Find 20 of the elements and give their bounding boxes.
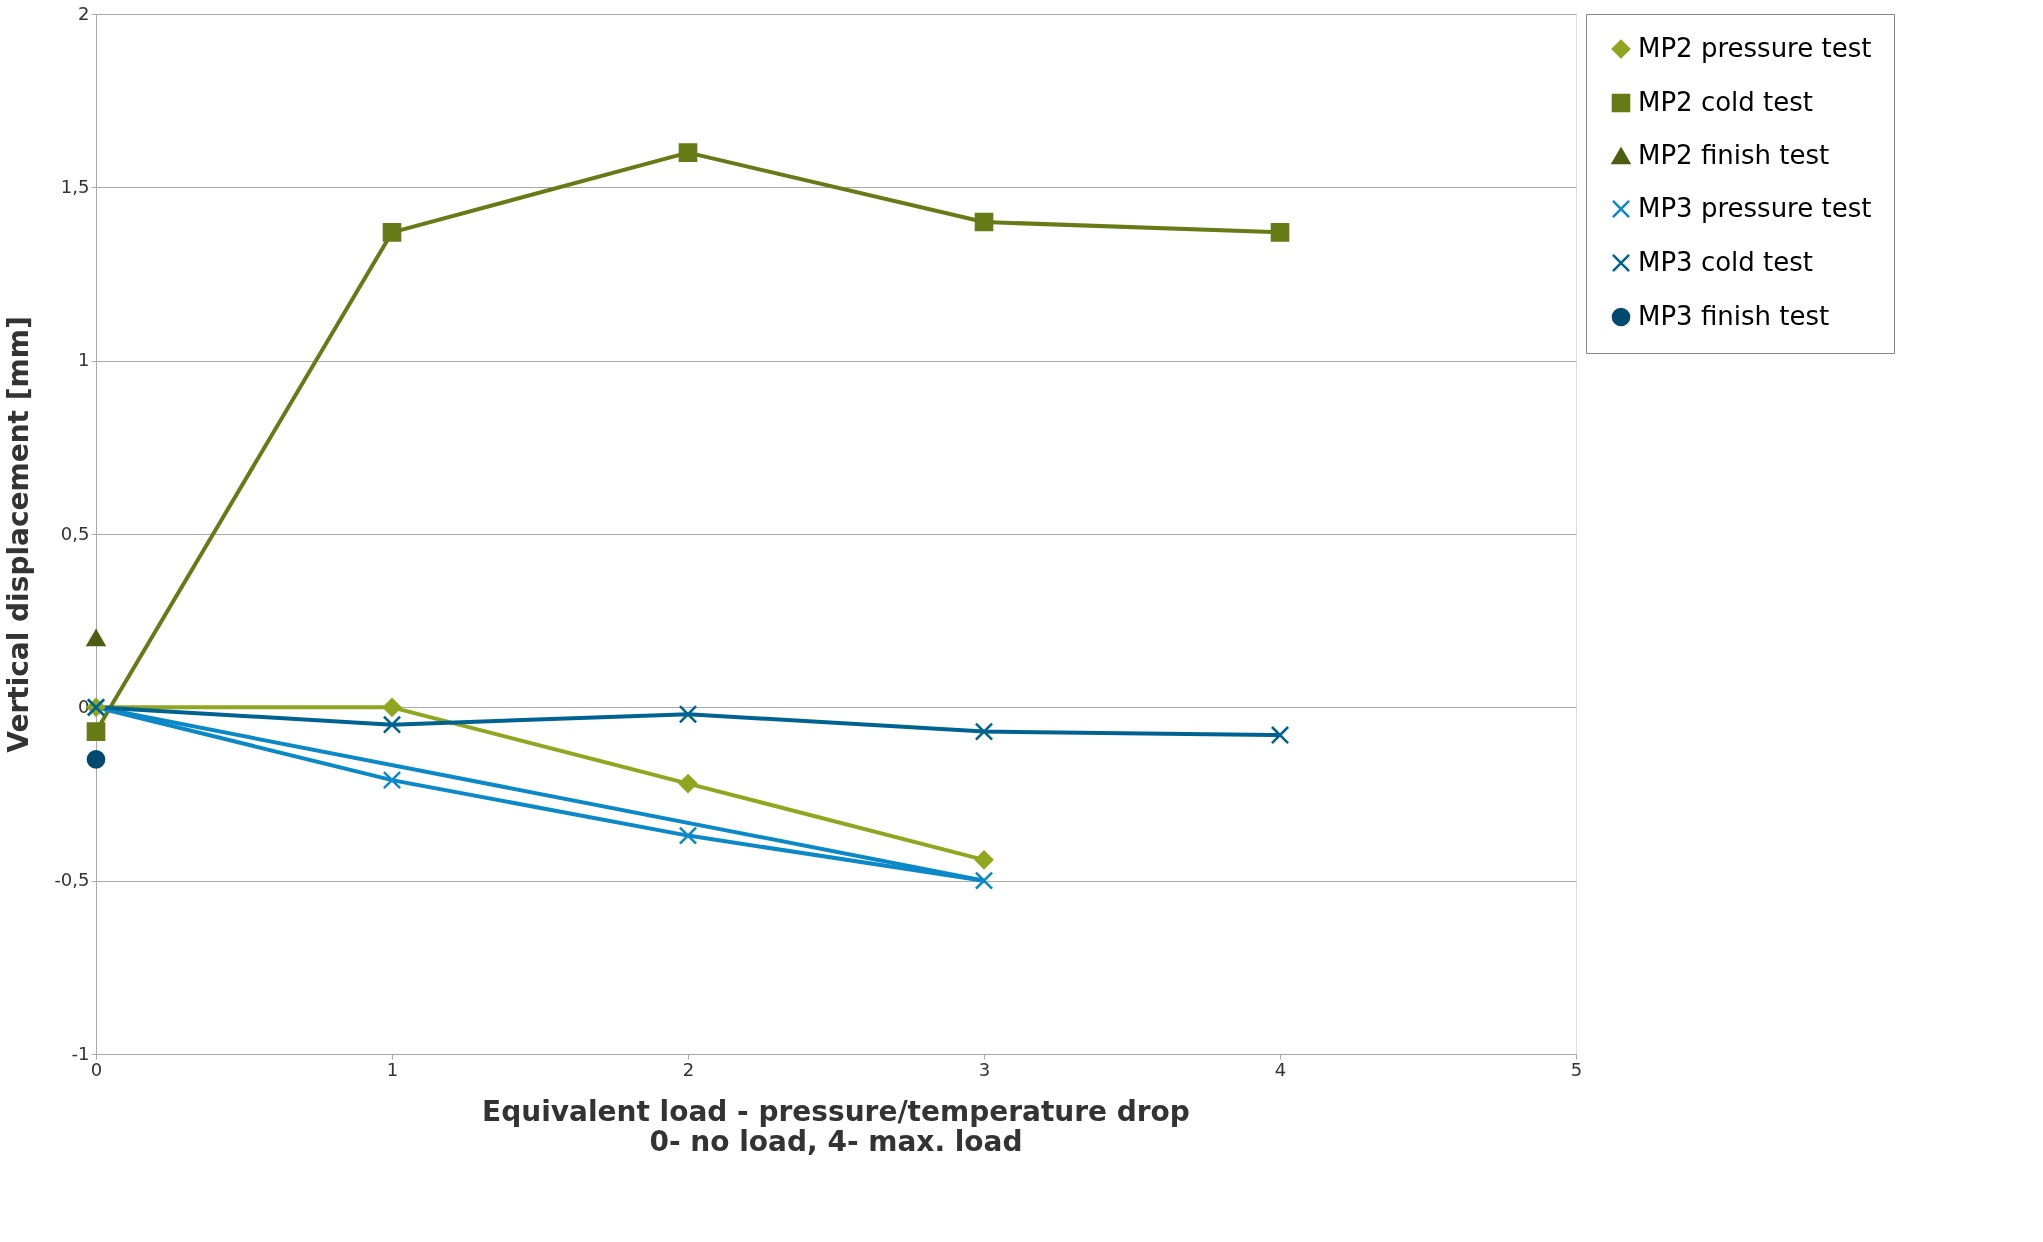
x-tick-label: 2 bbox=[682, 1058, 695, 1080]
x-tick-label: 3 bbox=[978, 1058, 991, 1080]
legend-label: MP2 cold test bbox=[1638, 87, 1814, 117]
y-tick-label: 0 bbox=[78, 695, 90, 717]
x-tick-label: 5 bbox=[1570, 1058, 1583, 1080]
y-tick-label: 1,5 bbox=[60, 175, 90, 197]
legend-label: MP3 pressure test bbox=[1638, 193, 1872, 223]
legend-label: MP3 finish test bbox=[1638, 301, 1830, 331]
y-axis-title: Vertical displacement [mm] bbox=[2, 316, 36, 753]
x-axis-title: Equivalent load - pressure/temperature drop 0- no load, 4- max. load bbox=[482, 1095, 1190, 1158]
x-tick-label: 4 bbox=[1274, 1058, 1287, 1080]
y-tick-label: 1 bbox=[78, 349, 90, 371]
y-tick-label: -1 bbox=[71, 1042, 90, 1064]
legend-label: MP2 finish test bbox=[1638, 140, 1830, 170]
y-tick-label: 2 bbox=[78, 2, 90, 24]
y-tick-label: -0,5 bbox=[54, 869, 90, 891]
y-tick-label: 0,5 bbox=[60, 522, 90, 544]
legend-label: MP3 cold test bbox=[1638, 247, 1814, 277]
x-tick-label: 1 bbox=[386, 1058, 399, 1080]
legend-label: MP2 pressure test bbox=[1638, 33, 1872, 63]
